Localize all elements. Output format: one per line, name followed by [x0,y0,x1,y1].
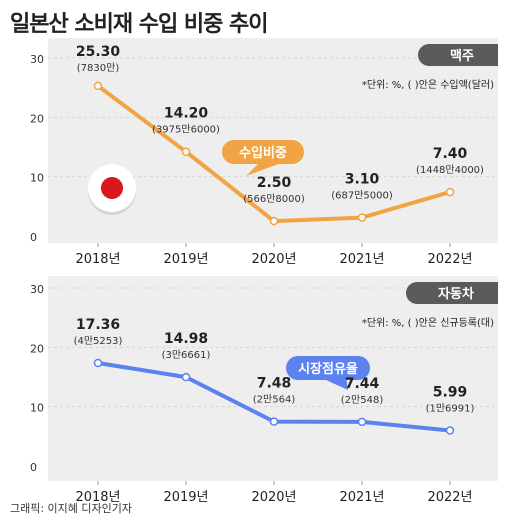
data-label: 7.44 [345,376,380,392]
data-sublabel: (687만5000) [331,190,393,202]
panel-tag-badge-edge [486,282,498,304]
data-point [181,147,191,156]
page-title: 일본산 소비재 수입 비중 추이 [10,12,269,37]
panel-tag-badge-edge [486,44,498,66]
data-sublabel: (4만5253) [74,335,123,347]
callout-label: 시장점유율 [298,361,358,377]
y-tick-label: 20 [30,342,44,355]
callout-bubble [286,356,370,380]
data-point [357,417,367,427]
y-tick-label: 10 [30,172,44,185]
japan-flag-disc [101,177,123,199]
credit-text: 그래픽: 이지혜 디자인기자 [10,502,133,515]
chart-panel-1: 0 10 20 30 2018년 2019년 2020년 2021년 2022년 맥주 *단위: %… [30,38,498,267]
x-tick-label: 2018년 [75,252,120,267]
data-label: 2.50 [257,175,292,191]
panel-background [48,276,498,481]
data-label: 7.48 [257,376,292,392]
unit-note: *단위: %, ( )안은 신규등록(대) [362,316,494,329]
data-label: 3.10 [345,172,380,188]
x-tick-label: 2022년 [427,252,472,267]
y-tick-label: 10 [30,402,44,415]
panel-tag-label: 맥주 [450,48,474,64]
data-sublabel: (1448만4000) [416,164,484,176]
panel-tag-badge [406,282,498,304]
callout-bubble [222,140,304,164]
x-tick-label: 2019년 [163,252,208,267]
x-tick-label: 2019년 [163,490,208,505]
x-tick-label: 2022년 [427,490,472,505]
x-tick-label: 2020년 [251,490,296,505]
y-tick-label: 30 [30,53,44,66]
panel-tag-badge [418,44,498,66]
x-tick-label: 2021년 [339,252,384,267]
data-sublabel: (7830만) [77,62,120,74]
data-sublabel: (2만548) [341,394,384,406]
data-sublabel: (3975만6000) [152,124,220,136]
data-point [445,187,455,197]
data-sublabel: (1만6991) [426,402,475,414]
callout-tail [246,163,282,176]
data-sublabel: (3만6661) [162,349,211,361]
callout-label: 수입비중 [239,146,287,161]
x-tick-label: 2018년 [75,490,120,505]
data-label: 17.36 [76,317,120,333]
data-point [93,358,103,368]
callout-tail [323,379,348,390]
y-tick-label: 0 [30,461,37,474]
chart-panel-2: 0 10 20 30 2018년 2019년 2020년 2021년 2022년 자동차 *단위: … [30,276,498,505]
data-label: 14.98 [164,331,208,347]
y-tick-label: 20 [30,112,44,125]
data-label: 14.20 [164,106,209,122]
data-label: 25.30 [76,44,121,60]
data-label: 5.99 [433,384,468,400]
data-point [181,372,191,382]
data-point [357,213,367,222]
y-tick-label: 0 [30,231,37,244]
data-point [269,417,279,426]
unit-note: *단위: %, ( )안은 수입액(달러) [362,78,494,91]
data-sublabel: (2만564) [253,394,296,406]
data-point [269,216,279,226]
y-tick-label: 30 [30,283,44,296]
x-tick-label: 2021년 [339,490,384,505]
panel-tag-label: 자동차 [438,286,474,302]
data-point [93,81,103,91]
data-point [445,426,455,435]
data-sublabel: (566만8000) [243,193,305,205]
x-tick-label: 2020년 [251,252,296,267]
data-label: 7.40 [433,146,468,162]
